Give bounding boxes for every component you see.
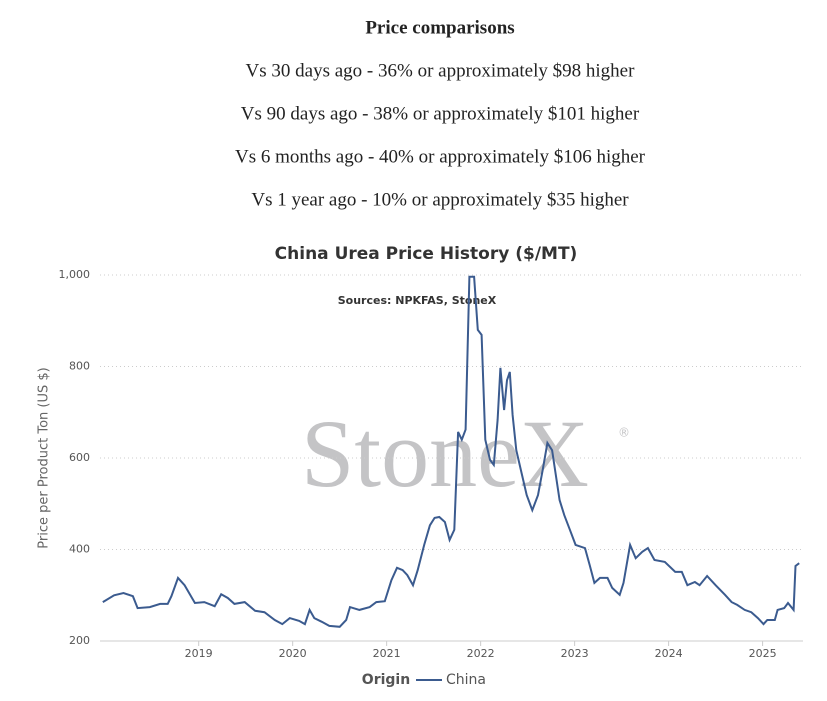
comparison-line: Vs 90 days ago - 38% or approximately $1… [241,103,640,124]
y-axis-label: Price per Product Ton (US $) [37,367,52,548]
legend-label: China [446,672,486,688]
watermark: StoneX [301,400,589,507]
comparison-line: Vs 30 days ago - 36% or approximately $9… [246,60,636,81]
x-tick-label: 2020 [279,647,307,660]
y-tick-label: 1,000 [59,268,91,281]
x-tick-label: 2025 [749,647,777,660]
x-tick-label: 2023 [561,647,589,660]
x-tick-label: 2021 [373,647,401,660]
y-tick-label: 800 [69,360,90,373]
watermark-mark: ® [618,426,630,440]
comparison-line: Vs 6 months ago - 40% or approximately $… [235,146,646,167]
y-tick-label: 200 [69,634,90,647]
y-tick-label: 400 [69,543,90,556]
y-tick-label: 600 [69,451,90,464]
annotation: Sources: NPKFAS, StoneX [338,294,497,307]
legend-title: Origin [362,672,410,688]
comparisons-title: Price comparisons [365,17,514,38]
x-tick-label: 2024 [655,647,683,660]
comparison-line: Vs 1 year ago - 10% or approximately $35… [251,189,629,210]
chart-title: China Urea Price History ($/MT) [275,244,578,264]
line [102,275,800,628]
x-tick-label: 2019 [185,647,213,660]
x-tick-label: 2022 [467,647,495,660]
